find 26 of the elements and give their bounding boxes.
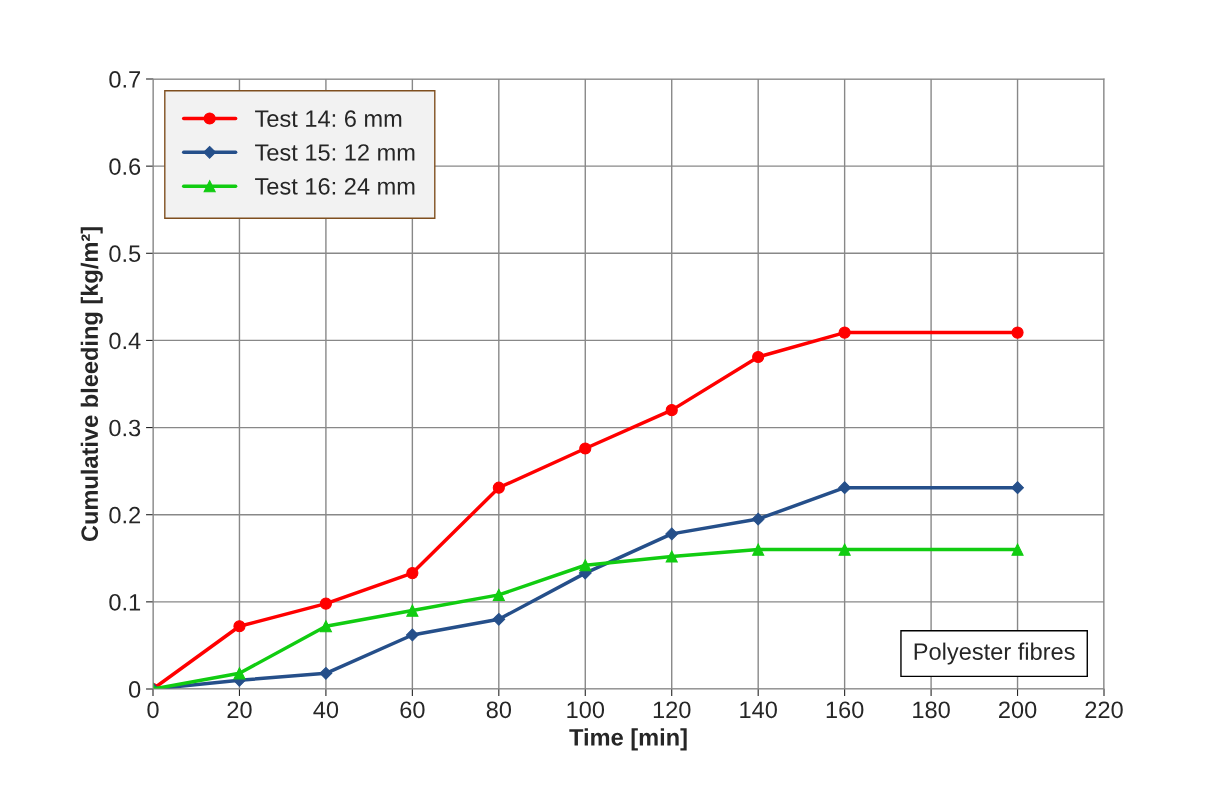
y-axis-title: Cumulative bleeding [kg/m²] [80,227,103,542]
x-tick-label: 200 [999,701,1037,719]
y-tick-label: 0.5 [109,245,141,263]
x-tick-label: 100 [567,701,605,719]
x-tick-label: 20 [227,701,252,719]
legend-label: Test 16: 24 mm [255,177,415,195]
x-tick-label: 80 [486,701,512,719]
x-tick-label: 220 [1085,701,1123,719]
legend-label: Test 14: 6 mm [255,110,402,128]
y-tick-label: 0.1 [109,593,141,611]
legend-label: Test 15: 12 mm [255,144,415,161]
x-axis-title: Time [min] [569,728,687,751]
y-tick-label: 0.4 [109,332,141,350]
y-tick-label: 0.7 [109,71,141,88]
y-tick-label: 0.2 [109,506,141,524]
x-tick-label: 60 [400,701,425,719]
x-tick-label: 160 [826,701,864,719]
x-tick-label: 40 [313,701,339,719]
x-tick-label: 120 [653,701,691,719]
y-tick-label: 0.6 [109,158,141,175]
y-tick-label: 0.3 [109,419,141,437]
y-tick-label: 0 [128,681,141,698]
annotation: Polyester fibres [914,642,1075,665]
x-tick-label: 0 [147,701,159,719]
x-tick-label: 180 [913,701,950,719]
x-tick-label: 140 [740,701,777,719]
